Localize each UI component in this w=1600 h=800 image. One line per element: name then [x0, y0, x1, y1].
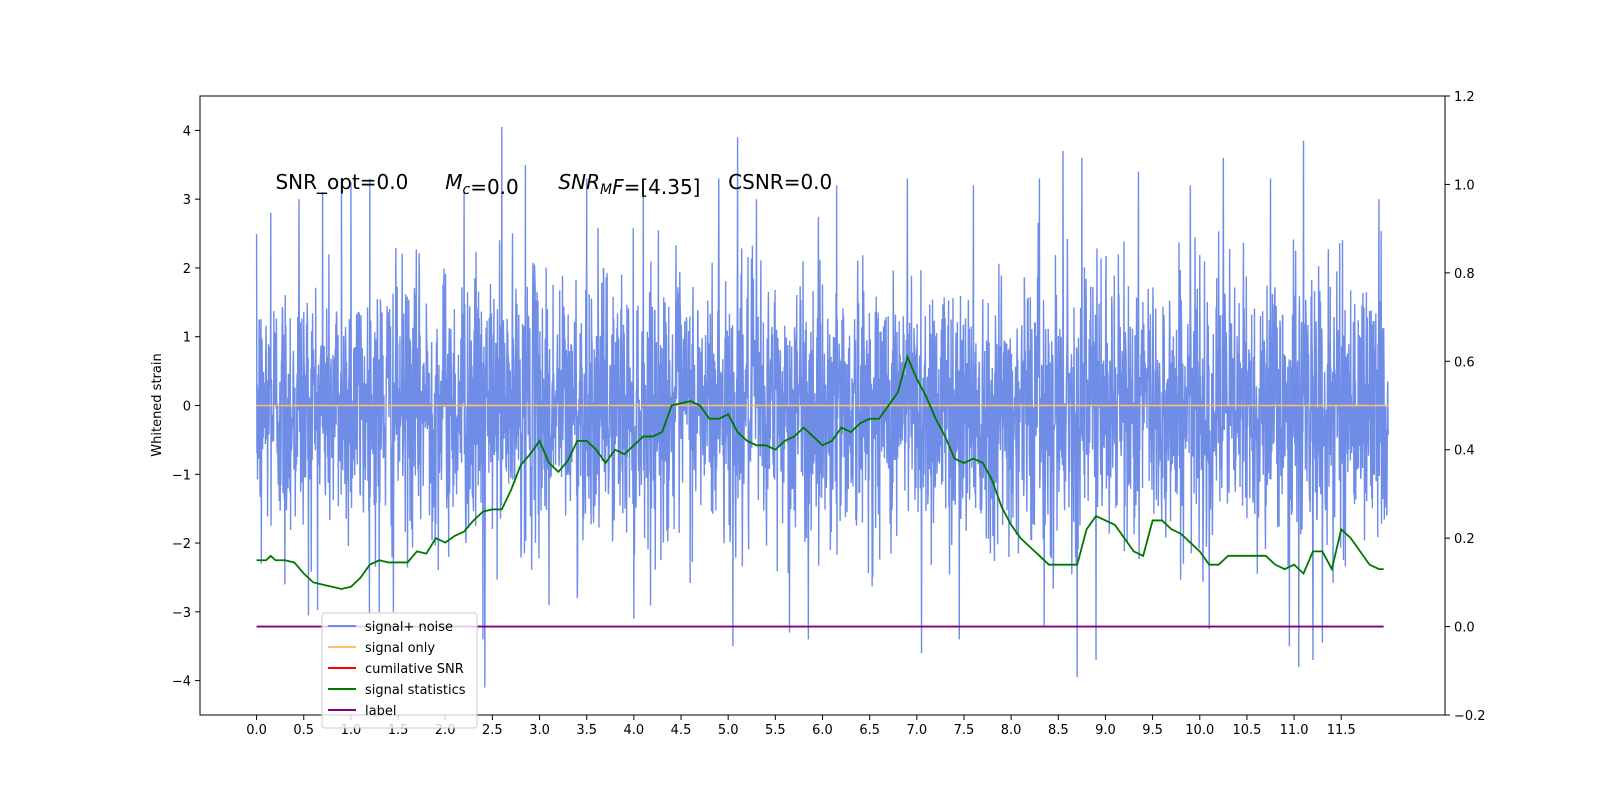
- y-tick-label: 3: [183, 193, 191, 208]
- x-tick-label: 7.5: [954, 723, 975, 738]
- annotation-part: F: [612, 175, 624, 199]
- x-tick-label: 4.0: [624, 723, 645, 738]
- y-tick-label: 2: [183, 262, 191, 277]
- legend-label: signal statistics: [365, 683, 466, 698]
- y-axis-label: Whitened strain: [150, 353, 165, 456]
- x-tick-label: 5.5: [765, 723, 786, 738]
- y-tick-label: −2: [172, 537, 191, 552]
- annotation-part: =0.0: [470, 175, 519, 199]
- x-tick-label: 3.5: [576, 723, 597, 738]
- x-tick-label: 5.0: [718, 723, 739, 738]
- x-tick-label: 2.5: [482, 723, 503, 738]
- legend-label: signal+ noise: [365, 620, 453, 635]
- y2-tick-label: 1.2: [1454, 90, 1475, 105]
- x-tick-label: 8.0: [1001, 723, 1022, 738]
- x-tick-label: 11.5: [1327, 723, 1356, 738]
- y2-tick-label: 1.0: [1454, 178, 1475, 193]
- annotation-part: =[4.35]: [624, 175, 701, 199]
- annotation-text: CSNR=0.0: [728, 170, 832, 194]
- x-tick-label: 9.0: [1095, 723, 1116, 738]
- annotation-text: SNR_opt=0.0: [275, 170, 408, 194]
- annotation-part: M: [600, 182, 612, 198]
- series-signal-noise-line: [255, 126, 1390, 688]
- y2-tick-label: −0.2: [1454, 709, 1486, 724]
- y-tick-label: 0: [183, 400, 191, 415]
- annotation-part: SNR_opt=0.0: [275, 170, 408, 194]
- y2-tick-label: 0.6: [1454, 355, 1475, 370]
- y-tick-label: 4: [183, 124, 191, 139]
- annotation-part: SNR: [558, 170, 600, 194]
- annotation-part: c: [462, 182, 470, 198]
- x-tick-label: 6.0: [812, 723, 833, 738]
- x-tick-label: 0.5: [293, 723, 314, 738]
- y-tick-label: −1: [172, 468, 191, 483]
- x-tick-label: 9.5: [1142, 723, 1163, 738]
- x-tick-label: 7.0: [906, 723, 927, 738]
- x-tick-label: 8.5: [1048, 723, 1069, 738]
- y-tick-label: −4: [172, 675, 191, 690]
- annotation-text: SNRMF=[4.35]: [558, 170, 700, 199]
- legend-label: label: [365, 704, 396, 719]
- annotations: SNR_opt=0.0 Mc=0.0 SNRMF=[4.35] CSNR=0.0: [275, 170, 832, 199]
- annotation-text: Mc=0.0: [445, 170, 519, 199]
- y-tick-label: 1: [183, 331, 191, 346]
- legend-label: signal only: [365, 641, 435, 656]
- series-signal-statistics-line: [256, 354, 1384, 590]
- legend: signal+ noise signal only cumilative SNR si…: [321, 612, 478, 729]
- annotation-part: M: [445, 170, 462, 194]
- y2-tick-label: 0.8: [1454, 267, 1475, 282]
- legend-box: [321, 612, 478, 729]
- x-tick-label: 10.0: [1185, 723, 1214, 738]
- y2-tick-label: 0.2: [1454, 532, 1475, 547]
- legend-label: cumilative SNR: [365, 662, 464, 677]
- x-tick-label: 0.0: [246, 723, 267, 738]
- x-tick-label: 3.0: [529, 723, 550, 738]
- y2-tick-label: 0.4: [1454, 444, 1475, 459]
- x-tick-label: 6.5: [859, 723, 880, 738]
- axis-ticks: 0.0 0.5 1.0 1.5 2.0 2.5 3.0 3.5 4.0 4.5 5.0 5.5 6.0 6…: [172, 90, 1486, 738]
- x-tick-label: 11.0: [1280, 723, 1309, 738]
- y2-tick-label: 0.0: [1454, 621, 1475, 636]
- y-tick-label: −3: [172, 606, 191, 621]
- annotation-part: CSNR=0.0: [728, 170, 832, 194]
- x-tick-label: 4.5: [671, 723, 692, 738]
- x-tick-label: 10.5: [1232, 723, 1261, 738]
